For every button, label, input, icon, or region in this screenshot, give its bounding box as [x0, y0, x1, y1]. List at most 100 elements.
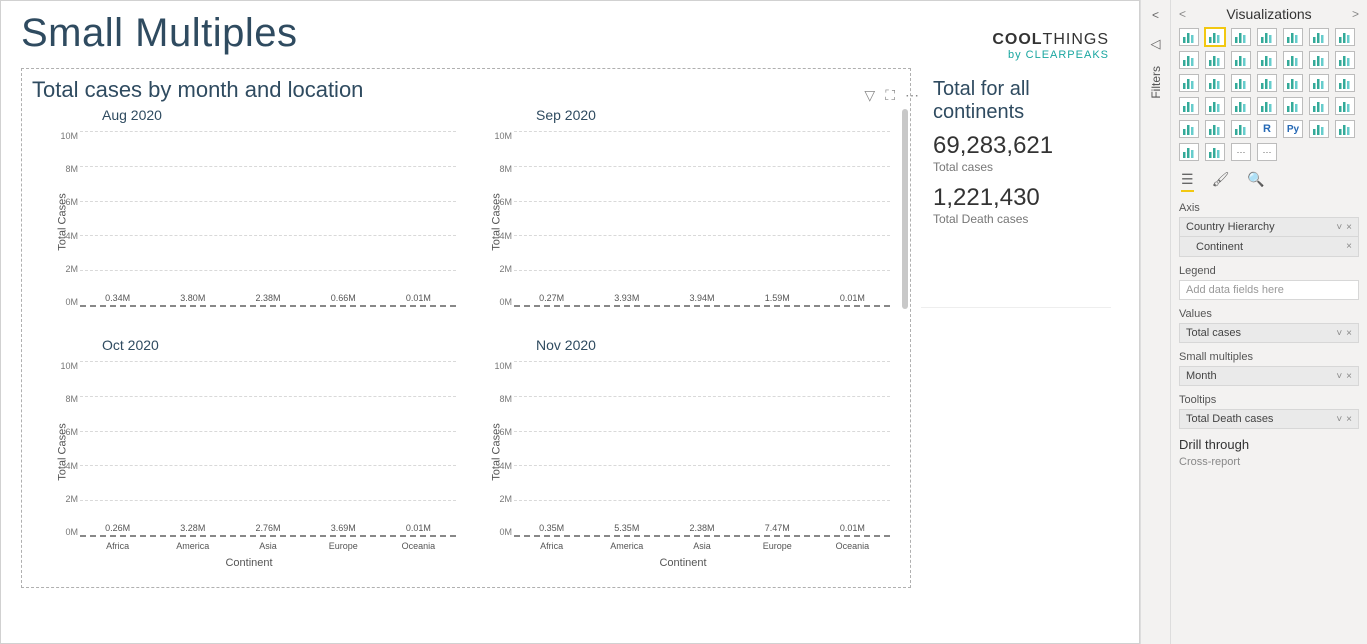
- viz-icon-paginated[interactable]: [1309, 120, 1329, 138]
- remove-field-icon[interactable]: ×: [1346, 414, 1352, 425]
- collapse-filters-icon[interactable]: <: [1152, 8, 1159, 22]
- chart-panel: Nov 2020Total Cases10M8M6M4M2M0M0.35MAfr…: [466, 337, 900, 567]
- viz-icon-treemap[interactable]: [1231, 74, 1251, 92]
- bookmark-icon[interactable]: ◁: [1151, 36, 1161, 52]
- bar-value-label: 0.01M: [840, 523, 865, 533]
- viz-icon-table[interactable]: [1179, 120, 1199, 138]
- x-axis-label: Continent: [659, 557, 706, 569]
- bar[interactable]: 0.35MAfrica: [514, 523, 589, 535]
- bar[interactable]: 3.28MAmerica: [155, 523, 230, 535]
- viz-icon-table2[interactable]: [1205, 120, 1225, 138]
- panel-title: Sep 2020: [536, 107, 596, 123]
- chevron-down-icon[interactable]: ˅: [1336, 371, 1342, 382]
- plot-area: 0.34M3.80M2.38M0.66M0.01M: [80, 131, 456, 307]
- viz-icon-shape-map[interactable]: [1231, 97, 1251, 115]
- viz-icon-column-clustered[interactable]: [1205, 28, 1225, 46]
- viz-icon-area[interactable]: [1205, 51, 1225, 69]
- bar[interactable]: 3.94M: [664, 293, 739, 305]
- viz-icon-bar-stacked[interactable]: [1179, 28, 1199, 46]
- viz-icon-bar-clustered[interactable]: [1257, 28, 1277, 46]
- chevron-down-icon[interactable]: ˅: [1336, 222, 1342, 233]
- viz-icon-kpi[interactable]: [1335, 74, 1355, 92]
- tooltips-field-well[interactable]: Total Death cases ˅×: [1179, 409, 1359, 429]
- viz-icon-power-apps[interactable]: [1335, 120, 1355, 138]
- bar-value-label: 0.26M: [105, 523, 130, 533]
- bar[interactable]: 0.01M: [815, 293, 890, 305]
- axis-subfield-well[interactable]: Continent ×: [1179, 237, 1359, 257]
- remove-field-icon[interactable]: ×: [1346, 371, 1352, 382]
- bar[interactable]: 0.27M: [514, 293, 589, 305]
- category-label: Africa: [540, 541, 563, 551]
- collapse-viz-icon[interactable]: <: [1179, 7, 1186, 21]
- viz-icon-key-influencers[interactable]: [1257, 97, 1277, 115]
- chevron-down-icon[interactable]: ˅: [1336, 414, 1342, 425]
- viz-icon-scatter[interactable]: [1335, 51, 1355, 69]
- bar[interactable]: 0.66M: [306, 293, 381, 305]
- bar[interactable]: 2.38M: [230, 293, 305, 305]
- viz-icon-filled-map[interactable]: [1205, 97, 1225, 115]
- bar[interactable]: 3.93M: [589, 293, 664, 305]
- viz-icon-get-more[interactable]: ⋯: [1231, 143, 1251, 161]
- format-tab-icon[interactable]: 🖌: [1212, 171, 1230, 192]
- category-label: America: [176, 541, 209, 551]
- expand-viz-icon[interactable]: >: [1352, 7, 1359, 21]
- viz-icon-pie[interactable]: [1179, 74, 1199, 92]
- viz-icon-r-visual[interactable]: R: [1257, 120, 1277, 138]
- small-multiples-chart[interactable]: Total cases by month and location Aug 20…: [21, 68, 911, 588]
- viz-icon-column-100[interactable]: [1309, 28, 1329, 46]
- viz-icon-donut[interactable]: [1205, 74, 1225, 92]
- plot-area: 0.27M 3.93M3.94M1.59M0.01M: [514, 131, 890, 307]
- viz-icon-ribbon[interactable]: [1335, 28, 1355, 46]
- bar[interactable]: 5.35MAmerica: [589, 523, 664, 535]
- bar[interactable]: 1.59M: [740, 293, 815, 305]
- viz-icon-matrix2[interactable]: [1231, 120, 1251, 138]
- values-field-well[interactable]: Total cases ˅×: [1179, 323, 1359, 343]
- chevron-down-icon[interactable]: ˅: [1336, 328, 1342, 339]
- brand-top-b: THINGS: [1043, 31, 1109, 48]
- viz-icon-line-column2[interactable]: [1283, 51, 1303, 69]
- bar[interactable]: 3.80M: [155, 293, 230, 305]
- remove-field-icon[interactable]: ×: [1346, 222, 1352, 233]
- bar[interactable]: 0.26MAfrica: [80, 523, 155, 535]
- kpi-title: Total for all continents: [933, 78, 1099, 124]
- kpi-value-1: 69,283,621: [933, 132, 1099, 160]
- remove-field-icon[interactable]: ×: [1346, 328, 1352, 339]
- remove-subfield-icon[interactable]: ×: [1346, 241, 1352, 252]
- bar[interactable]: 7.47MEurope: [740, 523, 815, 535]
- viz-icon-map[interactable]: [1179, 97, 1199, 115]
- axis-field-well[interactable]: Country Hierarchy ˅×: [1179, 217, 1359, 237]
- viz-icon-py-visual[interactable]: Py: [1283, 120, 1303, 138]
- bar[interactable]: 0.01MOceania: [815, 523, 890, 535]
- viz-icon-power-automate[interactable]: [1179, 143, 1199, 161]
- chart-scrollbar[interactable]: [902, 109, 908, 309]
- bar[interactable]: 0.01MOceania: [381, 523, 456, 535]
- bar-value-label: 0.27M: [539, 293, 564, 303]
- values-label: Values: [1179, 308, 1359, 320]
- kpi-card[interactable]: Total for all continents 69,283,621 Tota…: [921, 68, 1111, 308]
- analytics-tab-icon[interactable]: 🔍: [1247, 171, 1264, 192]
- viz-icon-area-stacked[interactable]: [1231, 51, 1251, 69]
- viz-icon-column-stacked[interactable]: [1231, 28, 1251, 46]
- viz-icon-more[interactable]: ⋯: [1257, 143, 1277, 161]
- viz-icon-qna[interactable]: [1309, 97, 1329, 115]
- bar[interactable]: 0.34M: [80, 293, 155, 305]
- fields-tab-icon[interactable]: ☰: [1181, 171, 1194, 192]
- viz-icon-bar-100[interactable]: [1283, 28, 1303, 46]
- filters-rail[interactable]: < ◁ Filters: [1140, 0, 1170, 644]
- viz-icon-funnel[interactable]: [1283, 74, 1303, 92]
- viz-icon-card[interactable]: [1309, 74, 1329, 92]
- viz-icon-ai[interactable]: [1205, 143, 1225, 161]
- bar[interactable]: 0.01M: [381, 293, 456, 305]
- viz-icon-line[interactable]: [1179, 51, 1199, 69]
- viz-icon-decomp[interactable]: [1283, 97, 1303, 115]
- viz-icon-waterfall[interactable]: [1309, 51, 1329, 69]
- viz-icon-gauge[interactable]: [1257, 74, 1277, 92]
- viz-icon-matrix[interactable]: [1335, 97, 1355, 115]
- bar[interactable]: 2.76MAsia: [230, 523, 305, 535]
- viz-icon-line-column[interactable]: [1257, 51, 1277, 69]
- legend-field-well[interactable]: Add data fields here: [1179, 280, 1359, 300]
- bar[interactable]: 2.38MAsia: [664, 523, 739, 535]
- kpi-label-2: Total Death cases: [933, 212, 1099, 226]
- bar[interactable]: 3.69MEurope: [306, 523, 381, 535]
- sm-field-well[interactable]: Month ˅×: [1179, 366, 1359, 386]
